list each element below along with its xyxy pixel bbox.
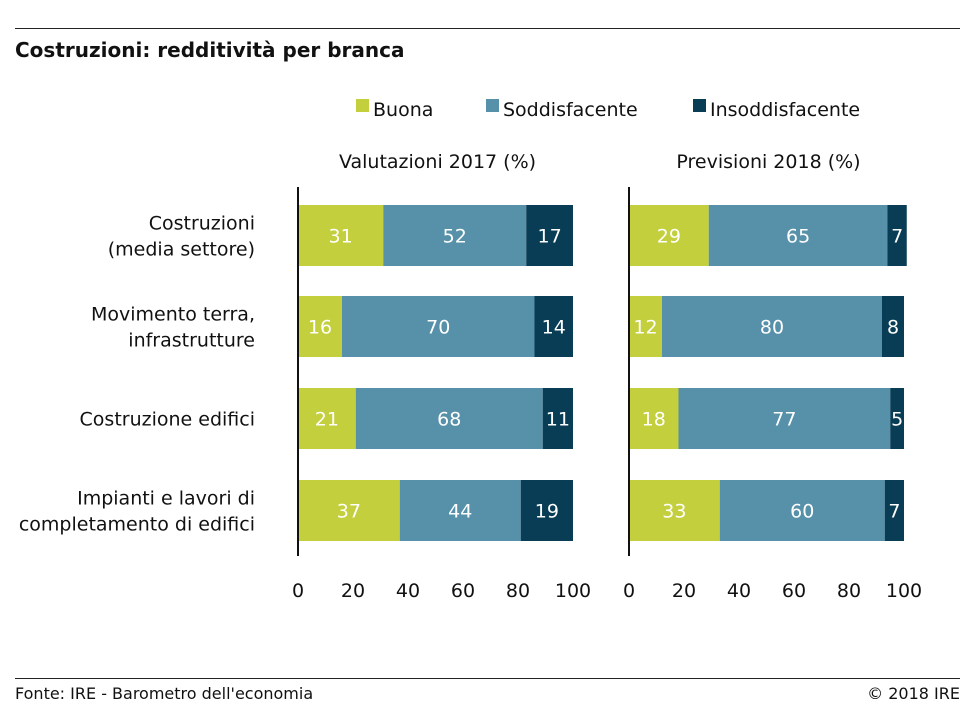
bar-buona <box>629 205 709 266</box>
bar-soddisfacente <box>355 388 543 449</box>
bar-buona <box>298 480 400 541</box>
data-label-soddisfacente: 77 <box>772 409 796 431</box>
bar-soddisfacente <box>399 480 521 541</box>
bar-insoddisfacente <box>884 480 904 541</box>
data-label-insoddisfacente: 7 <box>891 226 903 248</box>
bar-soddisfacente <box>662 296 882 357</box>
bar-insoddisfacente <box>882 296 904 357</box>
bar-soddisfacente <box>342 296 535 357</box>
category-label: Costruzione edifici <box>80 409 255 431</box>
data-label-insoddisfacente: 7 <box>888 501 900 523</box>
bar-buona <box>629 388 679 449</box>
legend-swatch-buona <box>356 99 369 112</box>
x-tick-label: 40 <box>396 580 420 602</box>
x-tick-label: 0 <box>623 580 635 602</box>
bar-soddisfacente <box>719 480 885 541</box>
bar-insoddisfacente <box>526 205 573 266</box>
data-label-buona: 37 <box>337 501 361 523</box>
data-label-insoddisfacente: 14 <box>542 317 566 339</box>
category-label: infrastrutture <box>128 330 255 352</box>
bar-soddisfacente <box>708 205 888 266</box>
footer-copyright: © 2018 IRE <box>867 684 960 703</box>
x-tick-label: 100 <box>555 580 591 602</box>
legend-label-insoddisfacente: Insoddisfacente <box>710 99 860 121</box>
x-tick-label: 80 <box>837 580 861 602</box>
data-label-buona: 18 <box>642 409 666 431</box>
data-label-insoddisfacente: 11 <box>546 409 570 431</box>
category-label: (media settore) <box>108 239 255 261</box>
bar-buona <box>298 296 342 357</box>
panel-title: Valutazioni 2017 (%) <box>339 151 536 173</box>
category-label: Impianti e lavori di <box>77 488 255 510</box>
category-label: Costruzioni <box>149 213 255 235</box>
data-label-buona: 33 <box>662 501 686 523</box>
bar-insoddisfacente <box>520 480 573 541</box>
data-label-soddisfacente: 68 <box>437 409 461 431</box>
data-label-buona: 21 <box>315 409 339 431</box>
legend-label-soddisfacente: Soddisfacente <box>503 99 638 121</box>
data-label-soddisfacente: 65 <box>786 226 810 248</box>
bar-soddisfacente <box>678 388 891 449</box>
category-label: Movimento terra, <box>91 304 255 326</box>
data-label-insoddisfacente: 8 <box>887 317 899 339</box>
bottom-rule <box>15 678 960 679</box>
bar-buona <box>298 205 384 266</box>
data-label-insoddisfacente: 5 <box>891 409 903 431</box>
data-label-insoddisfacente: 19 <box>535 501 559 523</box>
data-label-buona: 31 <box>329 226 353 248</box>
bar-buona <box>629 296 662 357</box>
bar-soddisfacente <box>383 205 527 266</box>
data-label-buona: 12 <box>633 317 657 339</box>
legend-swatch-soddisfacente <box>486 99 499 112</box>
x-tick-label: 60 <box>782 580 806 602</box>
data-label-insoddisfacente: 17 <box>538 226 562 248</box>
data-label-soddisfacente: 80 <box>760 317 784 339</box>
data-label-buona: 16 <box>308 317 332 339</box>
chart-title: Costruzioni: redditività per branca <box>15 38 405 62</box>
legend-label-buona: Buona <box>373 99 433 121</box>
footer-source: Fonte: IRE - Barometro dell'economia <box>15 684 314 703</box>
x-tick-label: 80 <box>506 580 530 602</box>
category-label: completamento di edifici <box>19 514 255 536</box>
bar-buona <box>629 480 720 541</box>
data-label-soddisfacente: 52 <box>443 226 467 248</box>
data-label-soddisfacente: 44 <box>448 501 472 523</box>
bar-insoddisfacente <box>887 205 907 266</box>
top-rule <box>15 28 960 29</box>
panel-title: Previsioni 2018 (%) <box>676 151 860 173</box>
data-label-soddisfacente: 60 <box>790 501 814 523</box>
x-tick-label: 0 <box>292 580 304 602</box>
x-tick-label: 60 <box>451 580 475 602</box>
bar-insoddisfacente <box>542 388 573 449</box>
bar-insoddisfacente <box>890 388 904 449</box>
data-label-buona: 29 <box>657 226 681 248</box>
bar-buona <box>298 388 356 449</box>
x-tick-label: 100 <box>886 580 922 602</box>
x-tick-label: 20 <box>341 580 365 602</box>
x-tick-label: 20 <box>672 580 696 602</box>
bar-insoddisfacente <box>534 296 573 357</box>
data-label-soddisfacente: 70 <box>426 317 450 339</box>
legend-swatch-insoddisfacente <box>693 99 706 112</box>
x-tick-label: 40 <box>727 580 751 602</box>
